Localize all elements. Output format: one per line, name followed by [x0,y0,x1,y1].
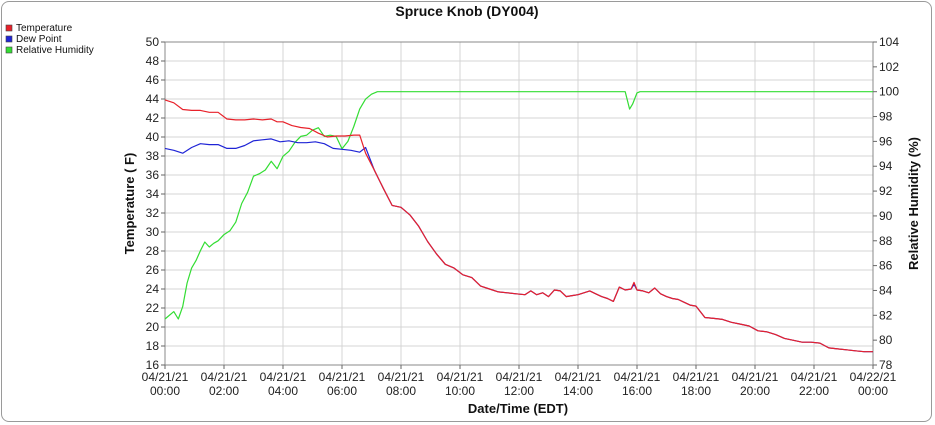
y2-tick-label: 86 [879,259,893,273]
series-line-temperature [164,99,873,353]
y-tick-label: 20 [146,320,160,334]
legend-label: Temperature [16,23,73,34]
y-tick-label: 24 [146,282,160,296]
x-axis-ticks: 04/21/2100:0004/21/2102:0004/21/2104:000… [142,365,897,398]
legend-swatch [5,46,13,54]
y2-tick-label: 94 [879,159,893,173]
y-tick-label: 22 [146,301,160,315]
x-tick-time: 10:00 [445,384,475,398]
y2-tick-label: 80 [879,333,893,347]
x-tick-date: 04/21/21 [201,370,248,384]
series-lines [164,91,873,353]
x-tick-date: 04/21/21 [437,370,484,384]
y2-axis-label: Relative Humidity (%) [906,137,921,270]
y-tick-label: 18 [146,339,160,353]
x-tick-time: 12:00 [504,384,534,398]
y2-tick-label: 102 [879,60,899,74]
y2-tick-label: 100 [879,85,899,99]
x-axis-label: Date/Time (EDT) [468,401,568,416]
y2-tick-label: 82 [879,308,893,322]
y2-tick-label: 104 [879,35,899,49]
y2-tick-label: 90 [879,209,893,223]
y2-tick-label: 78 [879,358,893,372]
x-tick-date: 04/21/21 [732,370,779,384]
x-tick-time: 04:00 [268,384,298,398]
x-tick-date: 04/21/21 [673,370,720,384]
y-tick-label: 48 [146,54,160,68]
x-tick-date: 04/21/21 [378,370,425,384]
y2-axis-ticks: 78 80 82 84 86 88 90 92 94 96 98 100 102 104 [873,35,899,372]
series-line-relative-humidity [164,91,873,320]
y-tick-label: 34 [146,187,160,201]
y2-tick-label: 88 [879,234,893,248]
y-tick-label: 44 [146,92,160,106]
y-tick-label: 32 [146,206,160,220]
y-tick-label: 42 [146,111,160,125]
legend-swatch [5,35,13,43]
x-tick-date: 04/21/21 [260,370,307,384]
x-tick-time: 18:00 [681,384,711,398]
y-tick-label: 50 [146,35,160,49]
x-tick-date: 04/21/21 [319,370,366,384]
legend-label: Dew Point [16,34,62,45]
x-tick-time: 22:00 [799,384,829,398]
x-tick-time: 06:00 [327,384,357,398]
y2-tick-label: 96 [879,134,893,148]
legend-label: Relative Humidity [16,45,94,56]
y-tick-label: 46 [146,73,160,87]
y-axis-label: Temperature ( F) [122,153,137,255]
y2-tick-label: 84 [879,283,893,297]
x-tick-time: 20:00 [740,384,770,398]
chart-title: Spruce Knob (DY004) [395,3,538,19]
y2-tick-label: 98 [879,110,893,124]
x-tick-time: 14:00 [563,384,593,398]
x-tick-date: 04/21/21 [614,370,661,384]
grid [164,41,874,366]
y-tick-label: 16 [146,358,160,372]
y-tick-label: 38 [146,149,160,163]
x-tick-time: 16:00 [622,384,652,398]
y-tick-label: 28 [146,244,160,258]
y2-tick-label: 92 [879,184,893,198]
x-tick-date: 04/21/21 [142,370,189,384]
x-tick-date: 04/22/21 [850,370,897,384]
y-tick-label: 30 [146,225,160,239]
x-tick-time: 00:00 [858,384,888,398]
x-tick-time: 02:00 [209,384,239,398]
y-tick-label: 26 [146,263,160,277]
x-tick-date: 04/21/21 [555,370,602,384]
x-tick-time: 08:00 [386,384,416,398]
x-tick-date: 04/21/21 [791,370,838,384]
x-tick-date: 04/21/21 [496,370,543,384]
y-tick-label: 36 [146,168,160,182]
legend-swatch [5,24,13,32]
x-tick-time: 00:00 [150,384,180,398]
y-axis-ticks: 16 18 20 22 24 26 28 30 32 34 36 38 40 42 44 46 48 50 [146,35,165,372]
y-tick-label: 40 [146,130,160,144]
